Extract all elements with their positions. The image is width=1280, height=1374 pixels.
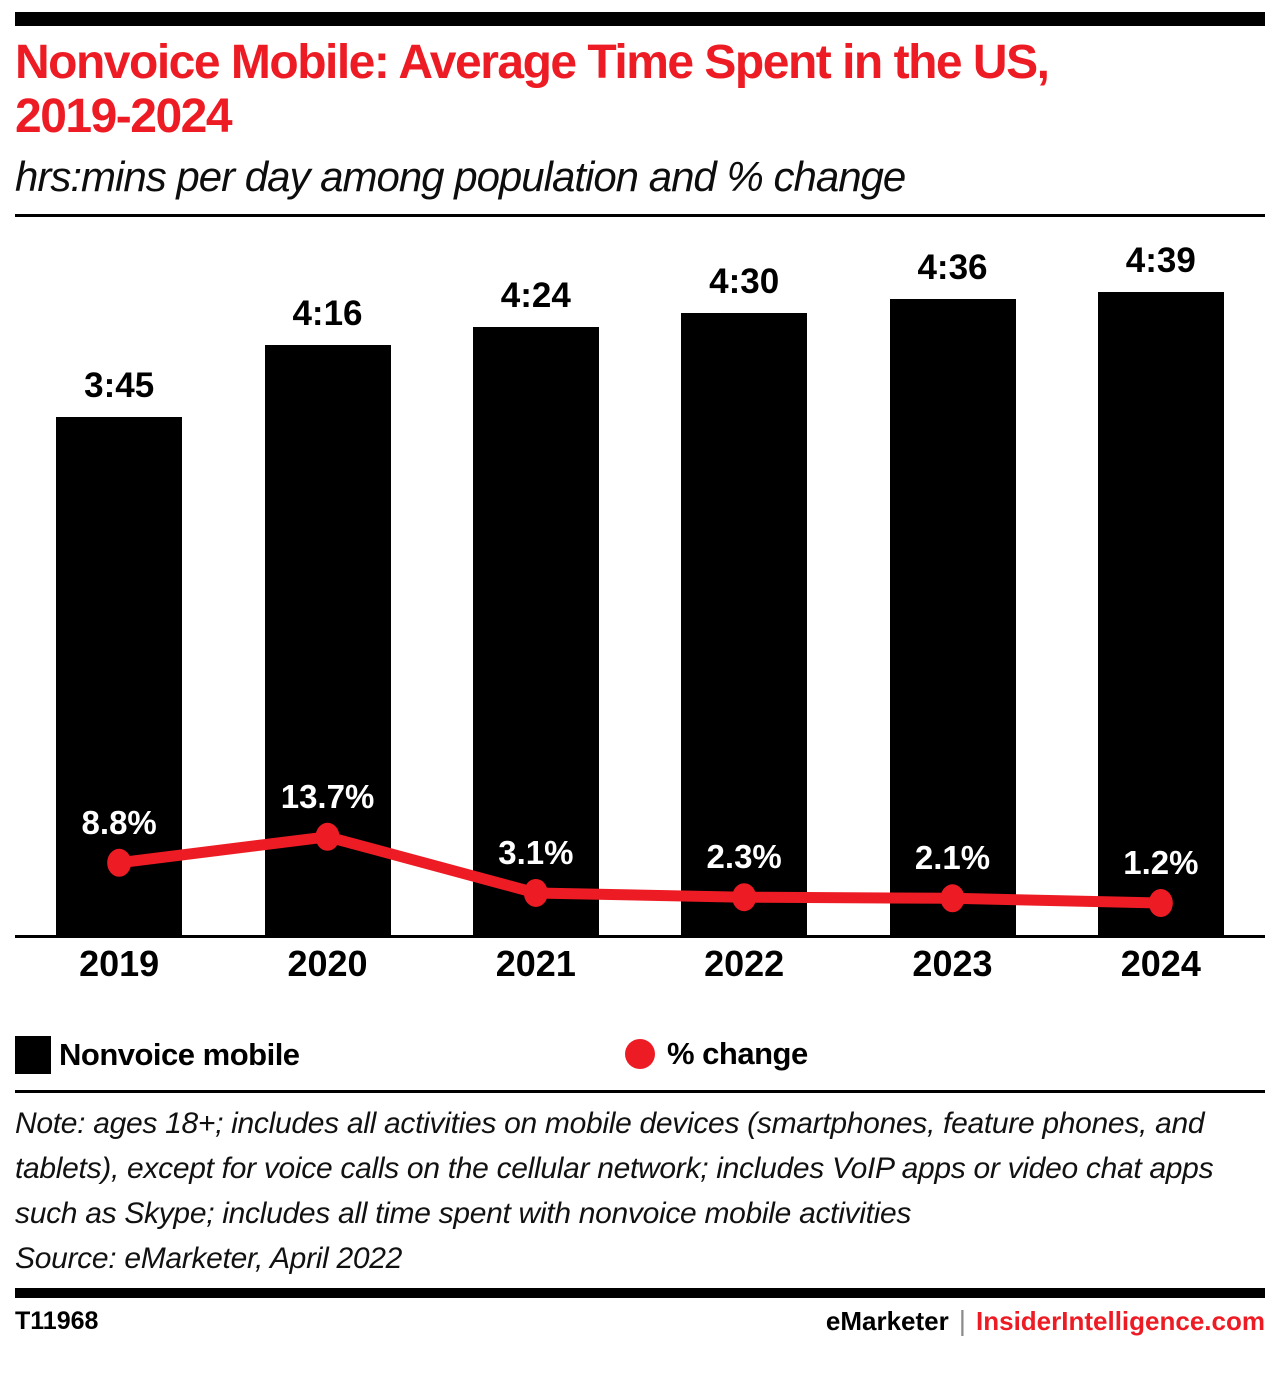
bar-2022 [681, 313, 808, 938]
bar-value-label-2024: 4:39 [1125, 241, 1196, 280]
page-subtitle: hrs:mins per day among population and % … [15, 153, 906, 200]
top-divider-bar [15, 12, 1265, 26]
page: Nonvoice Mobile: Average Time Spent in t… [0, 12, 1280, 1337]
pct-change-marker-2023 [940, 884, 965, 913]
chart-id: T11968 [15, 1306, 99, 1335]
bar-value-label-2020: 4:16 [292, 294, 363, 333]
pct-change-marker-2021 [523, 878, 548, 907]
x-axis-label-2021: 2021 [495, 943, 576, 984]
note-divider [15, 1090, 1265, 1093]
bar-2024 [1097, 292, 1224, 938]
bar-2023 [889, 299, 1016, 938]
x-axis-labels: 2019 2020 2021 2022 2023 2024 [15, 938, 1265, 990]
page-title: Nonvoice Mobile: Average Time Spent in t… [15, 36, 1265, 144]
x-axis-label-2020: 2020 [287, 943, 368, 984]
x-axis-line [15, 935, 1265, 938]
bar-series-swatch-icon [15, 1036, 51, 1074]
pct-change-label-2024: 1.2% [1123, 844, 1199, 882]
pct-change-label-2020: 13.7% [280, 777, 375, 815]
footer-divider [15, 1288, 1265, 1298]
page-title-line2: 2019-2024 [15, 90, 233, 143]
header-divider [15, 214, 1265, 217]
legend-label-pct-change: % change [667, 1036, 808, 1071]
pct-change-marker-2019 [107, 848, 132, 877]
legend-label-nonvoice-mobile: Nonvoice mobile [59, 1037, 300, 1072]
brand-separator: | [958, 1305, 967, 1336]
pct-change-label-2019: 8.8% [81, 803, 157, 841]
insider-intelligence-link[interactable]: InsiderIntelligence.com [976, 1305, 1265, 1336]
legend-item-pct-change: % change [625, 1036, 808, 1072]
bar-value-label-2022: 4:30 [709, 262, 780, 301]
header: Nonvoice Mobile: Average Time Spent in t… [15, 36, 1265, 202]
plot-area: 3:45 8.8% 4:16 13.7% 4:24 3.1% 4:30 2.3% 4:36 2.1… [15, 217, 1265, 938]
x-axis-label-2024: 2024 [1120, 943, 1201, 984]
page-title-line1: Nonvoice Mobile: Average Time Spent in t… [15, 36, 1050, 89]
bar-value-label-2023: 4:36 [917, 248, 988, 287]
x-axis-label-2019: 2019 [79, 943, 160, 984]
bar-value-label-2021: 4:24 [500, 276, 571, 315]
line-series-dot-icon [625, 1039, 655, 1069]
pct-change-marker-2024 [1148, 889, 1173, 918]
note-text: Note: ages 18+; includes all activities … [15, 1107, 1214, 1230]
source-text: Source: eMarketer, April 2022 [15, 1242, 403, 1275]
bar-value-label-2019: 3:45 [84, 366, 155, 405]
pct-change-label-2021: 3.1% [498, 833, 574, 871]
pct-change-marker-2022 [732, 883, 757, 912]
footer-brand: eMarketer | InsiderIntelligence.com [826, 1305, 1265, 1337]
footer: T11968 eMarketer | InsiderIntelligence.c… [15, 1305, 1265, 1337]
pct-change-label-2023: 2.1% [914, 839, 991, 877]
pct-change-marker-2020 [315, 822, 340, 851]
legend-item-nonvoice-mobile: Nonvoice mobile [15, 1036, 300, 1074]
pct-change-label-2022: 2.3% [706, 838, 782, 876]
legend: Nonvoice mobile % change [15, 1036, 1265, 1076]
bar-2021 [472, 327, 599, 938]
emarketer-logo-text: eMarketer [825, 1305, 949, 1336]
pct-change-line [118, 831, 1161, 909]
x-axis-label-2022: 2022 [704, 943, 785, 984]
pct-change-line-chart [107, 822, 1173, 918]
note-block: Note: ages 18+; includes all activities … [15, 1101, 1265, 1281]
x-axis-label-2023: 2023 [912, 943, 993, 984]
